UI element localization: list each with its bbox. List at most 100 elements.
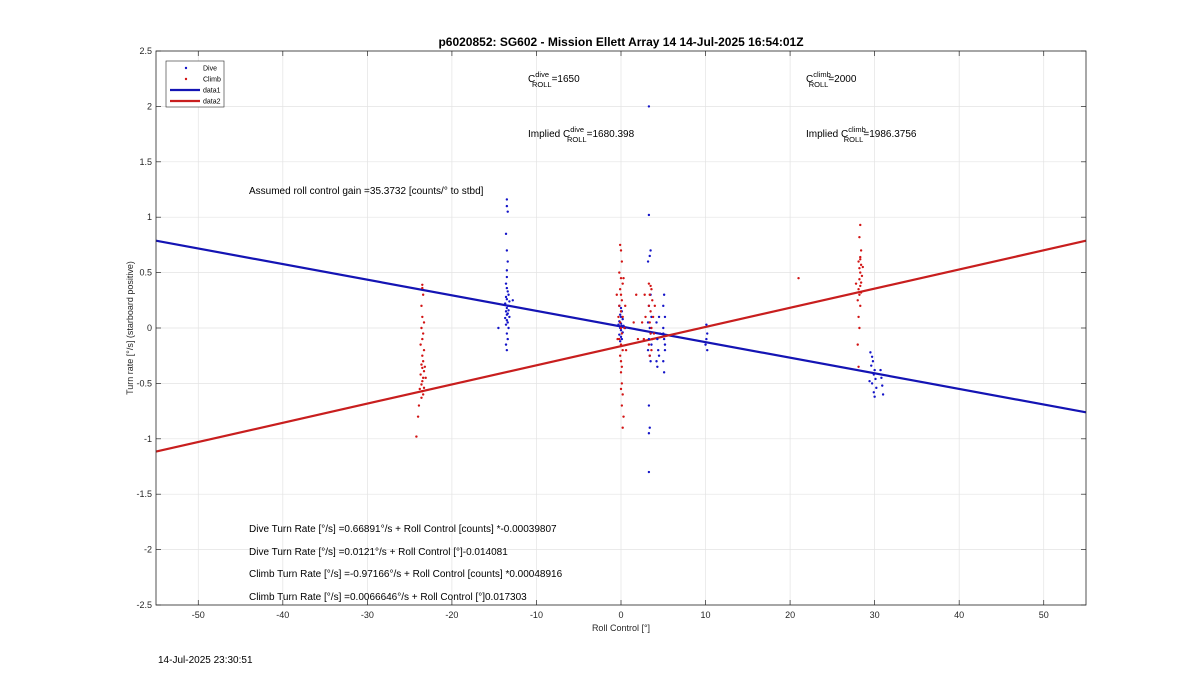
dive-point (648, 326, 651, 330)
y-tick-label: 1.5 (139, 157, 152, 167)
climb-point (420, 383, 423, 386)
x-axis-label: Roll Control [°] (592, 623, 650, 633)
dive-point (620, 337, 624, 341)
climb-point (621, 348, 624, 352)
dive-point (658, 332, 662, 335)
climb-point (421, 366, 424, 370)
climb-point (624, 348, 628, 352)
climb-point (859, 284, 862, 288)
climb-point (421, 360, 425, 363)
dive-point (874, 377, 877, 381)
dive-point (508, 300, 511, 303)
climb-point (651, 337, 654, 341)
climb-point (620, 332, 624, 335)
x-tick-label: 0 (618, 610, 623, 620)
climb-point (620, 365, 624, 368)
dive-point (871, 360, 875, 363)
climb-point (420, 363, 423, 366)
climb-point (620, 382, 624, 385)
dive-point (506, 290, 509, 293)
dive-point (873, 368, 876, 372)
climb-point (859, 258, 862, 261)
climb-point (418, 387, 421, 391)
climb-point (623, 326, 626, 330)
climb-point (652, 332, 656, 335)
dive-point (646, 321, 650, 324)
legend-box (165, 60, 225, 108)
climb-point (797, 276, 800, 280)
dive-point (507, 293, 510, 296)
render-timestamp: 14-Jul-2025 23:30:51 (158, 655, 253, 666)
climb-point (618, 304, 621, 308)
climb-point (859, 255, 862, 259)
fit-line-annotation-3: Climb Turn Rate [°/s] =-0.97166°/s + Rol… (249, 569, 563, 580)
dive-point (504, 295, 508, 299)
dive-point (872, 373, 875, 376)
climb-point (621, 393, 624, 396)
climb-point (858, 326, 861, 330)
climb-point (421, 337, 424, 341)
climb-point (856, 299, 859, 302)
x-tick-label: -10 (530, 610, 543, 620)
dive-point (621, 325, 624, 329)
dive-point (662, 293, 666, 296)
dive-point (505, 348, 509, 352)
dive-point (505, 306, 509, 310)
climb-point (619, 310, 623, 313)
x-tick-label: 30 (870, 610, 880, 620)
legend-dive-marker (184, 66, 188, 70)
climb-point (619, 293, 623, 296)
dive-point (648, 254, 651, 258)
climb-point (859, 271, 862, 274)
climb-point (857, 315, 860, 319)
y-tick-label: 2.5 (139, 46, 152, 56)
climb-point (859, 291, 863, 294)
dive-point (655, 360, 658, 363)
dive-point (505, 313, 509, 316)
climb-point (619, 387, 623, 391)
dive-point (647, 337, 651, 341)
dive-point (619, 315, 623, 319)
legend-climb-label: Climb (203, 77, 221, 84)
climb-point (421, 283, 424, 286)
climb-point (858, 266, 861, 270)
dive-point (505, 269, 509, 272)
dive-point (507, 326, 510, 330)
dive-point (497, 326, 500, 330)
dive-point (706, 332, 709, 335)
climb-point (421, 376, 425, 380)
dive-point (657, 354, 661, 357)
climb-point (423, 365, 427, 368)
dive-point (870, 355, 874, 359)
x-tick-label: 40 (954, 610, 964, 620)
dive-point (619, 335, 623, 339)
dive-point (505, 249, 509, 252)
y-tick-label: -0.5 (136, 378, 152, 388)
dive-point (618, 340, 622, 343)
climb-point (616, 337, 619, 341)
climb-point (422, 386, 426, 390)
climb-point (619, 371, 623, 374)
climb-point (618, 271, 621, 274)
dive-point (646, 348, 650, 352)
climb-point (857, 288, 860, 291)
climb-point (857, 365, 860, 368)
legend-data1-label: data1 (203, 88, 221, 95)
y-tick-label: -2.5 (136, 600, 152, 610)
y-tick-label: 2 (147, 101, 152, 111)
dive-point (656, 337, 659, 341)
dive-point (617, 323, 620, 326)
dive-point (618, 313, 622, 316)
dive-point (504, 282, 508, 285)
dive-point (662, 337, 666, 341)
dive-point (650, 343, 653, 346)
climb-point (650, 348, 653, 352)
dive-point (881, 384, 884, 387)
roll-gain-annotation: Assumed roll control gain =35.3732 [coun… (249, 186, 484, 197)
x-tick-label: -50 (192, 610, 205, 620)
climb-point (421, 393, 425, 396)
c-roll-dive-annotation: Cdive ROLL=1650 (528, 70, 580, 89)
dive-point (662, 360, 665, 363)
dive-point (662, 304, 665, 308)
dive-point (646, 260, 650, 263)
